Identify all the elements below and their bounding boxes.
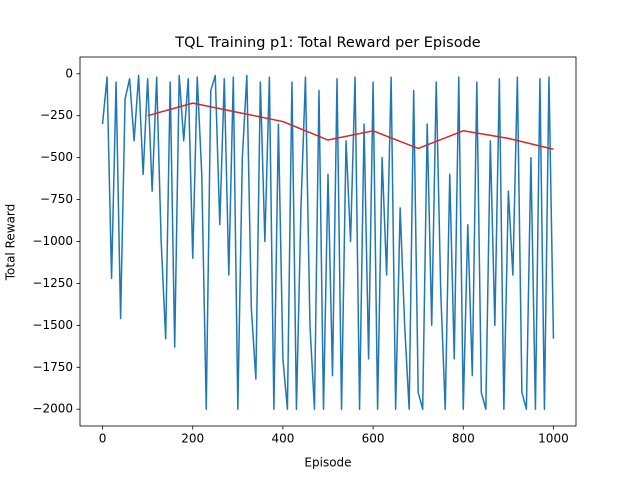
x-axis-label: Episode: [304, 456, 351, 470]
y-tick-label: −1000: [32, 234, 73, 248]
x-tick-label: 0: [99, 432, 107, 446]
data-line: [147, 102, 554, 150]
x-tick-label: 600: [362, 432, 385, 446]
x-tick-label: 800: [452, 432, 475, 446]
y-tick-label: −1750: [32, 360, 73, 374]
y-tick-label: −1500: [32, 318, 73, 332]
x-tick-label: 200: [181, 432, 204, 446]
x-tick-label: 1000: [538, 432, 569, 446]
y-tick-label: −2000: [32, 402, 73, 416]
y-tick-label: −500: [40, 150, 73, 164]
y-tick-label: 0: [65, 66, 73, 80]
data-line: [101, 74, 555, 410]
chart-title: TQL Training p1: Total Reward per Episod…: [174, 35, 481, 51]
y-tick-label: −1250: [32, 276, 73, 290]
y-tick-label: −250: [40, 108, 73, 122]
y-tick-label: −750: [40, 192, 73, 206]
x-tick-label: 400: [271, 432, 294, 446]
y-axis-label: Total Reward: [4, 204, 18, 282]
